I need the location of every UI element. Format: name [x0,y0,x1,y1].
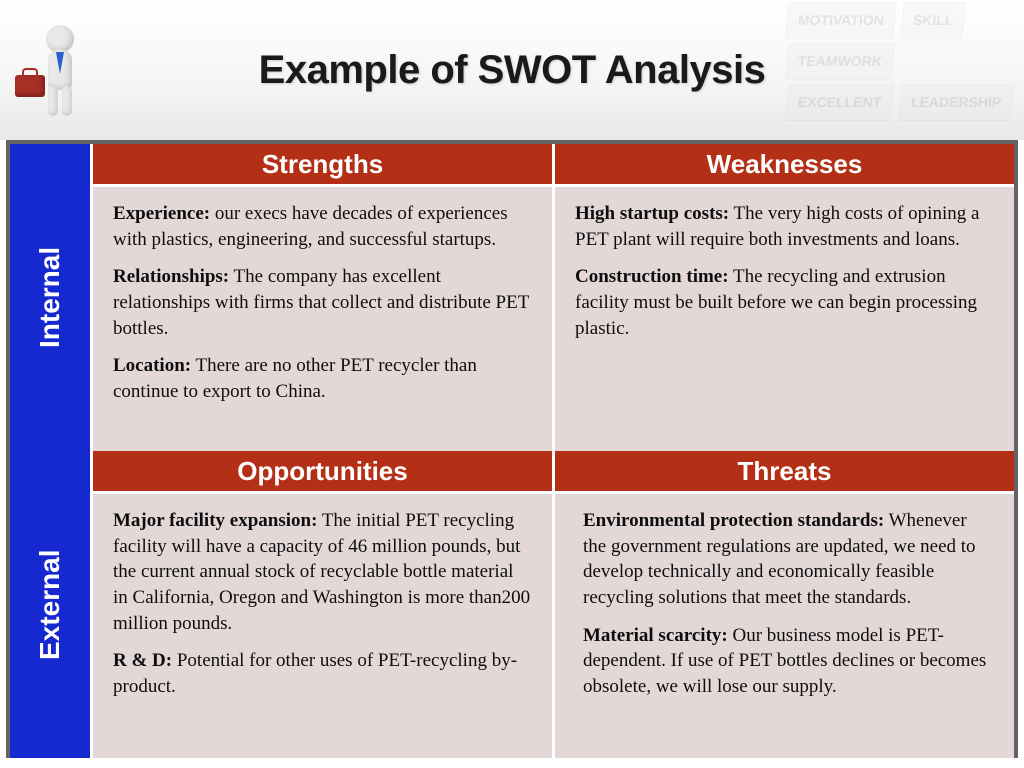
slide-header: Example of SWOT Analysis MOTIVATION SKIL… [0,0,1024,140]
item-lead: Experience: [113,203,210,224]
cell-opportunities: Major facility expansion: The initial PE… [90,491,552,758]
item-lead: Relationships: [113,266,229,287]
item-body: Potential for other uses of PET-recyclin… [113,650,517,697]
list-item: Relationships: The company has excellent… [113,264,532,341]
list-item: Environmental protection standards: When… [583,508,994,611]
item-lead: Environmental protection standards: [583,510,884,531]
background-signpost-icon: MOTIVATION SKILL TEAMWORK EXCELLENT LEAD… [785,0,1014,122]
businessman-icon [20,20,100,120]
list-item: High startup costs: The very high costs … [575,201,994,252]
item-lead: Major facility expansion: [113,510,317,531]
cell-weaknesses: High startup costs: The very high costs … [552,184,1014,451]
header-strengths: Strengths [90,144,552,184]
list-item: Construction time: The recycling and ext… [575,264,994,341]
item-lead: High startup costs: [575,203,729,224]
cell-strengths: Experience: our execs have decades of ex… [90,184,552,451]
list-item: Major facility expansion: The initial PE… [113,508,532,636]
header-threats: Threats [552,451,1014,491]
header-weaknesses: Weaknesses [552,144,1014,184]
item-lead: Material scarcity: [583,625,728,646]
item-lead: Construction time: [575,266,729,287]
cell-threats: Environmental protection standards: When… [552,491,1014,758]
list-item: Material scarcity: Our business model is… [583,623,994,700]
side-label-external: External [10,451,90,758]
briefcase-icon [15,75,45,97]
list-item: Location: There are no other PET recycle… [113,353,532,404]
list-item: R & D: Potential for other uses of PET-r… [113,648,532,699]
header-opportunities: Opportunities [90,451,552,491]
list-item: Experience: our execs have decades of ex… [113,201,532,252]
side-label-internal: Internal [10,144,90,451]
item-lead: Location: [113,355,191,376]
item-lead: R & D: [113,650,172,671]
swot-matrix: Internal External Strengths Weaknesses O… [6,140,1018,758]
